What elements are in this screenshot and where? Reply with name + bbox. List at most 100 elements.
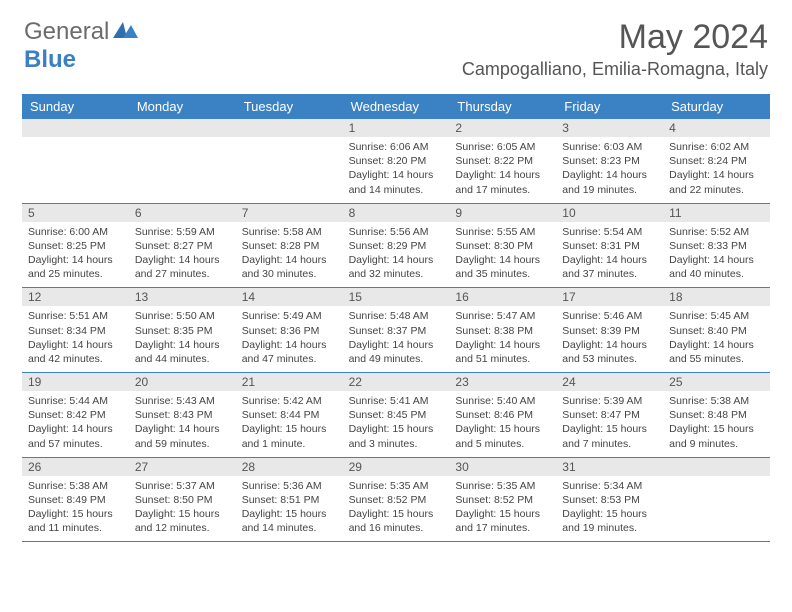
sunset-text: Sunset: 8:50 PM (135, 493, 230, 507)
daylight-text: Daylight: 14 hours and 40 minutes. (669, 253, 764, 281)
day-cell: 30Sunrise: 5:35 AMSunset: 8:52 PMDayligh… (449, 458, 556, 542)
sunrise-text: Sunrise: 5:38 AM (669, 394, 764, 408)
day-cell: 21Sunrise: 5:42 AMSunset: 8:44 PMDayligh… (236, 373, 343, 457)
sunset-text: Sunset: 8:33 PM (669, 239, 764, 253)
day-content: Sunrise: 5:55 AMSunset: 8:30 PMDaylight:… (449, 222, 556, 288)
weekday-header: Friday (556, 94, 663, 119)
day-cell: 8Sunrise: 5:56 AMSunset: 8:29 PMDaylight… (343, 204, 450, 288)
daylight-text: Daylight: 14 hours and 49 minutes. (349, 338, 444, 366)
sunset-text: Sunset: 8:28 PM (242, 239, 337, 253)
day-content (663, 476, 770, 536)
logo-triangle-icon (113, 20, 139, 45)
day-cell: 4Sunrise: 6:02 AMSunset: 8:24 PMDaylight… (663, 119, 770, 203)
logo-text-part2-wrap: Blue (24, 46, 76, 74)
day-cell: 26Sunrise: 5:38 AMSunset: 8:49 PMDayligh… (22, 458, 129, 542)
day-number: 26 (22, 458, 129, 476)
day-content: Sunrise: 5:36 AMSunset: 8:51 PMDaylight:… (236, 476, 343, 542)
day-number: 10 (556, 204, 663, 222)
day-number: 30 (449, 458, 556, 476)
sunset-text: Sunset: 8:52 PM (455, 493, 550, 507)
daylight-text: Daylight: 14 hours and 22 minutes. (669, 168, 764, 196)
sunrise-text: Sunrise: 5:59 AM (135, 225, 230, 239)
sunset-text: Sunset: 8:38 PM (455, 324, 550, 338)
sunset-text: Sunset: 8:23 PM (562, 154, 657, 168)
sunrise-text: Sunrise: 5:43 AM (135, 394, 230, 408)
daylight-text: Daylight: 14 hours and 42 minutes. (28, 338, 123, 366)
daylight-text: Daylight: 15 hours and 7 minutes. (562, 422, 657, 450)
day-number: 28 (236, 458, 343, 476)
day-number: 15 (343, 288, 450, 306)
day-number: 17 (556, 288, 663, 306)
day-cell: 2Sunrise: 6:05 AMSunset: 8:22 PMDaylight… (449, 119, 556, 203)
daylight-text: Daylight: 14 hours and 35 minutes. (455, 253, 550, 281)
daylight-text: Daylight: 14 hours and 47 minutes. (242, 338, 337, 366)
week-row: 1Sunrise: 6:06 AMSunset: 8:20 PMDaylight… (22, 119, 770, 204)
day-content: Sunrise: 5:46 AMSunset: 8:39 PMDaylight:… (556, 306, 663, 372)
day-content (129, 137, 236, 197)
daylight-text: Daylight: 14 hours and 55 minutes. (669, 338, 764, 366)
week-row: 12Sunrise: 5:51 AMSunset: 8:34 PMDayligh… (22, 288, 770, 373)
sunset-text: Sunset: 8:44 PM (242, 408, 337, 422)
day-cell: 16Sunrise: 5:47 AMSunset: 8:38 PMDayligh… (449, 288, 556, 372)
sunrise-text: Sunrise: 5:41 AM (349, 394, 444, 408)
day-cell: 6Sunrise: 5:59 AMSunset: 8:27 PMDaylight… (129, 204, 236, 288)
daylight-text: Daylight: 15 hours and 9 minutes. (669, 422, 764, 450)
sunrise-text: Sunrise: 5:51 AM (28, 309, 123, 323)
day-number (236, 119, 343, 137)
daylight-text: Daylight: 14 hours and 53 minutes. (562, 338, 657, 366)
day-cell: 20Sunrise: 5:43 AMSunset: 8:43 PMDayligh… (129, 373, 236, 457)
sunset-text: Sunset: 8:22 PM (455, 154, 550, 168)
day-cell (22, 119, 129, 203)
sunrise-text: Sunrise: 5:44 AM (28, 394, 123, 408)
day-number: 21 (236, 373, 343, 391)
sunrise-text: Sunrise: 5:34 AM (562, 479, 657, 493)
day-cell: 9Sunrise: 5:55 AMSunset: 8:30 PMDaylight… (449, 204, 556, 288)
day-content: Sunrise: 6:05 AMSunset: 8:22 PMDaylight:… (449, 137, 556, 203)
day-content: Sunrise: 5:43 AMSunset: 8:43 PMDaylight:… (129, 391, 236, 457)
logo: General (24, 18, 143, 46)
day-number: 9 (449, 204, 556, 222)
sunrise-text: Sunrise: 5:54 AM (562, 225, 657, 239)
day-cell: 19Sunrise: 5:44 AMSunset: 8:42 PMDayligh… (22, 373, 129, 457)
sunset-text: Sunset: 8:52 PM (349, 493, 444, 507)
sunset-text: Sunset: 8:29 PM (349, 239, 444, 253)
day-cell: 3Sunrise: 6:03 AMSunset: 8:23 PMDaylight… (556, 119, 663, 203)
day-cell: 22Sunrise: 5:41 AMSunset: 8:45 PMDayligh… (343, 373, 450, 457)
logo-text-part1: General (24, 18, 109, 46)
sunset-text: Sunset: 8:47 PM (562, 408, 657, 422)
sunset-text: Sunset: 8:46 PM (455, 408, 550, 422)
daylight-text: Daylight: 14 hours and 14 minutes. (349, 168, 444, 196)
day-cell: 1Sunrise: 6:06 AMSunset: 8:20 PMDaylight… (343, 119, 450, 203)
sunrise-text: Sunrise: 5:46 AM (562, 309, 657, 323)
sunset-text: Sunset: 8:51 PM (242, 493, 337, 507)
sunrise-text: Sunrise: 5:35 AM (349, 479, 444, 493)
day-content: Sunrise: 5:48 AMSunset: 8:37 PMDaylight:… (343, 306, 450, 372)
day-number: 2 (449, 119, 556, 137)
day-number: 8 (343, 204, 450, 222)
sunrise-text: Sunrise: 5:48 AM (349, 309, 444, 323)
day-content: Sunrise: 5:47 AMSunset: 8:38 PMDaylight:… (449, 306, 556, 372)
week-row: 19Sunrise: 5:44 AMSunset: 8:42 PMDayligh… (22, 373, 770, 458)
day-cell: 7Sunrise: 5:58 AMSunset: 8:28 PMDaylight… (236, 204, 343, 288)
weekday-header: Thursday (449, 94, 556, 119)
day-cell: 15Sunrise: 5:48 AMSunset: 8:37 PMDayligh… (343, 288, 450, 372)
sunset-text: Sunset: 8:40 PM (669, 324, 764, 338)
daylight-text: Daylight: 15 hours and 1 minute. (242, 422, 337, 450)
sunset-text: Sunset: 8:30 PM (455, 239, 550, 253)
day-content: Sunrise: 6:06 AMSunset: 8:20 PMDaylight:… (343, 137, 450, 203)
day-content: Sunrise: 5:39 AMSunset: 8:47 PMDaylight:… (556, 391, 663, 457)
day-cell (129, 119, 236, 203)
day-content: Sunrise: 5:38 AMSunset: 8:49 PMDaylight:… (22, 476, 129, 542)
sunset-text: Sunset: 8:42 PM (28, 408, 123, 422)
title-block: May 2024 Campogalliano, Emilia-Romagna, … (462, 18, 768, 80)
sunrise-text: Sunrise: 5:35 AM (455, 479, 550, 493)
day-cell: 31Sunrise: 5:34 AMSunset: 8:53 PMDayligh… (556, 458, 663, 542)
daylight-text: Daylight: 14 hours and 51 minutes. (455, 338, 550, 366)
day-cell: 17Sunrise: 5:46 AMSunset: 8:39 PMDayligh… (556, 288, 663, 372)
day-number: 13 (129, 288, 236, 306)
day-cell: 29Sunrise: 5:35 AMSunset: 8:52 PMDayligh… (343, 458, 450, 542)
day-cell: 28Sunrise: 5:36 AMSunset: 8:51 PMDayligh… (236, 458, 343, 542)
day-content: Sunrise: 5:54 AMSunset: 8:31 PMDaylight:… (556, 222, 663, 288)
day-cell: 5Sunrise: 6:00 AMSunset: 8:25 PMDaylight… (22, 204, 129, 288)
sunset-text: Sunset: 8:36 PM (242, 324, 337, 338)
